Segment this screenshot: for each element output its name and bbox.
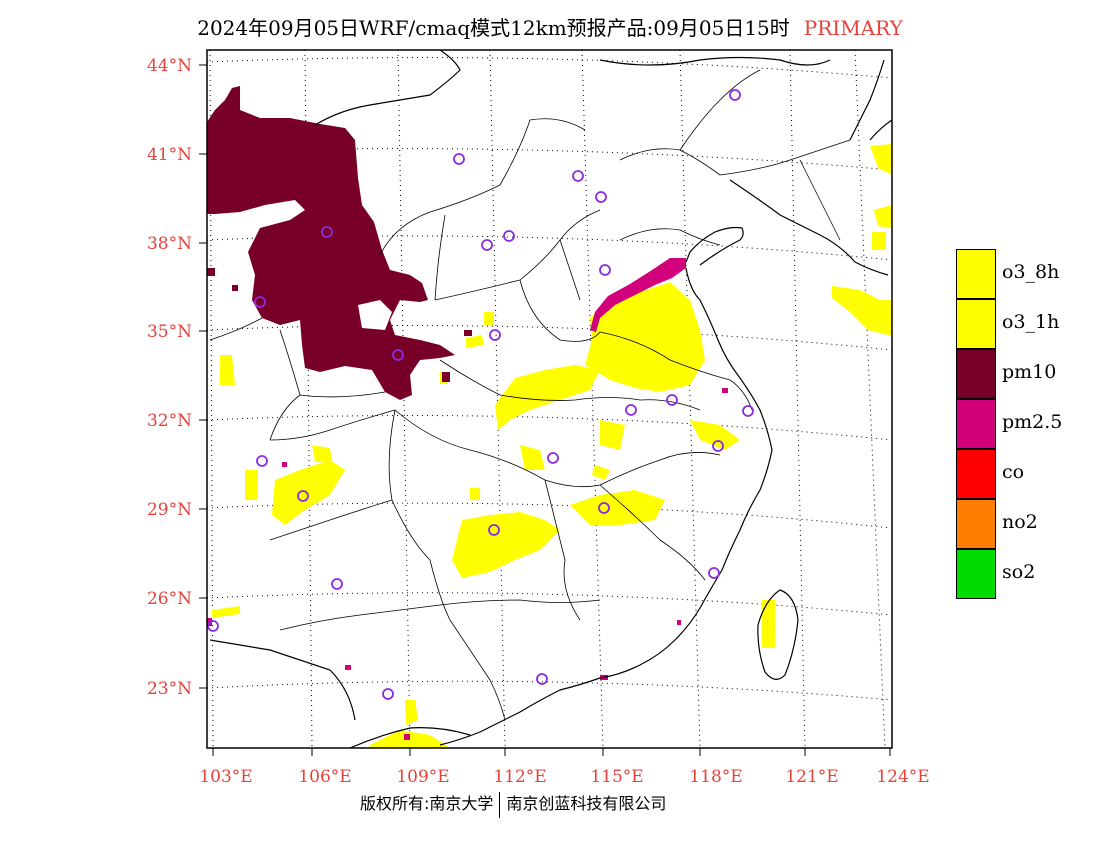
legend-label: co (1002, 461, 1025, 483)
station-marker (207, 620, 219, 632)
legend-swatch (956, 399, 996, 449)
lat-axis: 44°N 41°N 38°N 35°N 32°N 29°N 26°N 23°N (147, 56, 207, 699)
station-marker (712, 440, 724, 452)
copyright-right: 南京创蓝科技有限公司 (506, 794, 667, 813)
station-marker (708, 567, 720, 579)
lon-label: 118°E (689, 767, 742, 787)
station-marker (489, 329, 501, 341)
legend-label: o3_1h (1002, 311, 1060, 333)
copyright-divider (499, 791, 501, 818)
lon-label: 106°E (298, 767, 351, 787)
station-marker (503, 230, 515, 242)
station-markers (207, 89, 754, 700)
station-marker (536, 673, 548, 685)
legend-swatch (956, 499, 996, 549)
legend-label: so2 (1002, 561, 1036, 583)
copyright-left: 版权所有:南京大学 (360, 794, 494, 813)
station-marker (572, 170, 584, 182)
station-marker (625, 404, 637, 416)
lon-label: 115°E (590, 767, 643, 787)
legend-label: no2 (1002, 511, 1038, 533)
station-marker (595, 191, 607, 203)
lat-label: 44°N (147, 56, 192, 76)
lon-axis: 103°E 106°E 109°E 112°E 115°E 118°E 121°… (199, 748, 930, 787)
pm10-areas (207, 86, 472, 400)
legend-swatch (956, 299, 996, 349)
lat-label: 29°N (147, 500, 192, 520)
map-frame (206, 49, 893, 749)
legend-swatch (956, 449, 996, 499)
legend-label: pm10 (1002, 361, 1057, 383)
station-marker (392, 349, 404, 361)
lon-label: 124°E (876, 767, 929, 787)
title-text: 2024年09月05日WRF/cmaq模式12km预报产品:09月05日15时 (197, 16, 790, 40)
station-marker (256, 455, 268, 467)
lat-label: 23°N (147, 679, 192, 699)
station-marker (382, 688, 394, 700)
lat-label: 26°N (147, 589, 192, 609)
lat-label: 38°N (147, 234, 192, 254)
station-marker (453, 153, 465, 165)
title-primary-tag: PRIMARY (803, 16, 903, 40)
station-marker (321, 226, 333, 238)
map-title: 2024年09月05日WRF/cmaq模式12km预报产品:09月05日15时 P… (0, 12, 1100, 41)
station-marker (254, 296, 266, 308)
station-marker (599, 264, 611, 276)
lon-label: 121°E (785, 767, 838, 787)
legend-swatch (956, 349, 996, 399)
station-marker (488, 524, 500, 536)
station-marker (547, 452, 559, 464)
lat-label: 35°N (147, 322, 192, 342)
lon-label: 109°E (396, 767, 449, 787)
station-marker (729, 89, 741, 101)
lon-label: 103°E (199, 767, 252, 787)
station-marker (742, 405, 754, 417)
lat-label: 32°N (147, 411, 192, 431)
copyright: 版权所有:南京大学 南京创蓝科技有限公司 (360, 790, 666, 818)
legend-label: o3_8h (1002, 261, 1060, 283)
legend-swatch (956, 249, 996, 299)
lat-label: 41°N (147, 145, 192, 165)
station-marker (481, 239, 493, 251)
legend-label: pm2.5 (1002, 411, 1063, 433)
station-marker (297, 490, 309, 502)
province-borders (209, 69, 851, 721)
legend-swatch (956, 549, 996, 599)
lon-label: 112°E (493, 767, 546, 787)
map-content (207, 50, 892, 748)
station-marker (331, 578, 343, 590)
station-marker (666, 394, 678, 406)
coastline (209, 50, 892, 748)
station-marker (598, 502, 610, 514)
o3-areas (212, 144, 892, 748)
